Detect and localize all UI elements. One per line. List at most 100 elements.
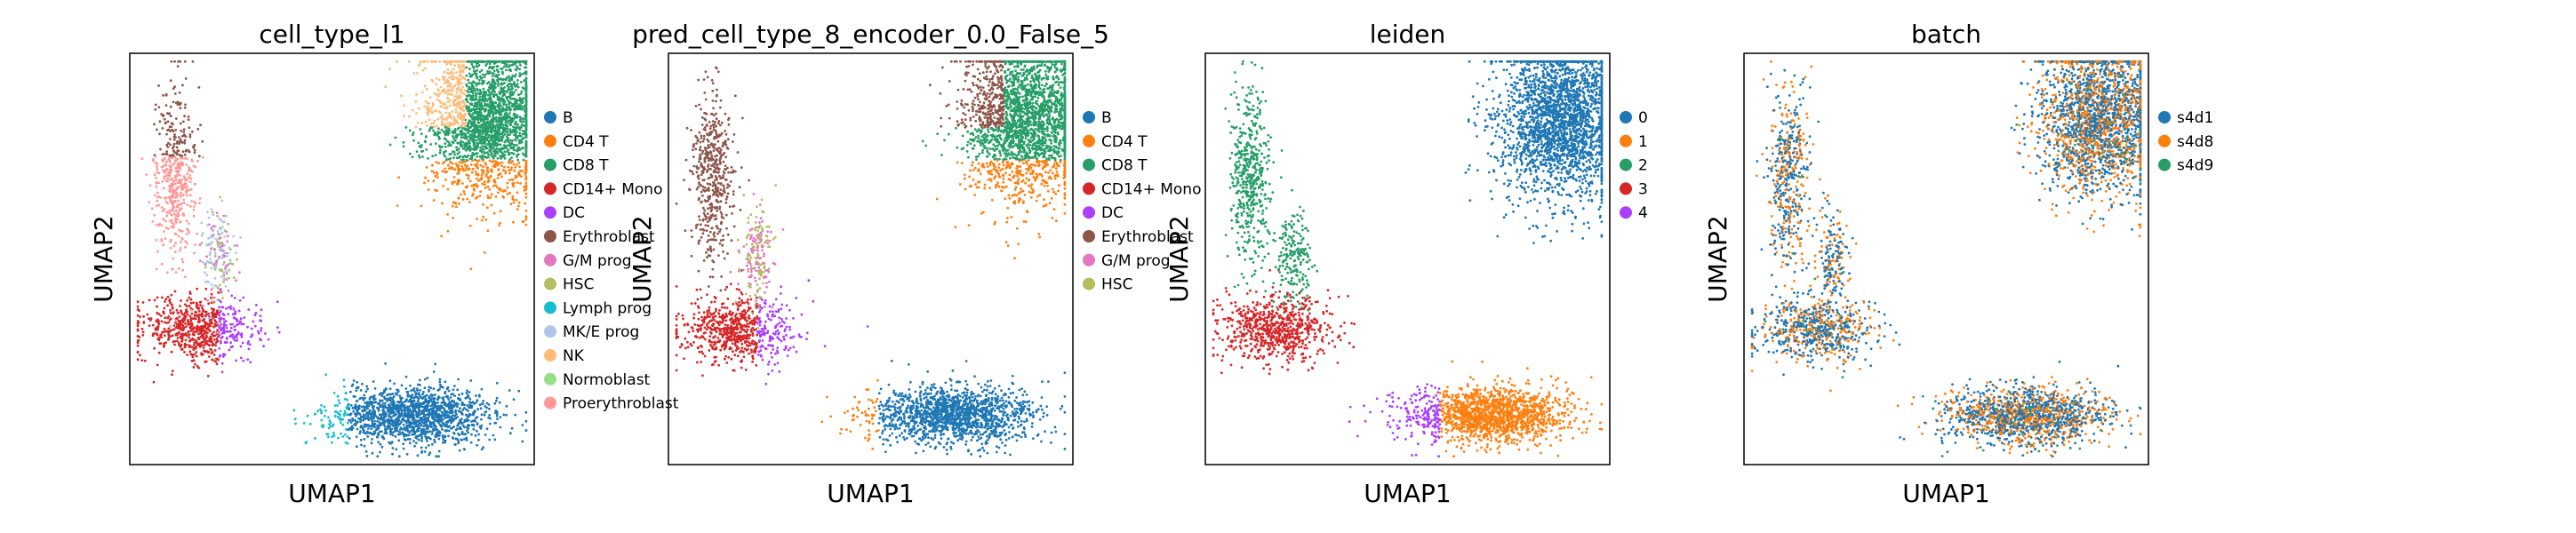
scatter-point bbox=[441, 91, 444, 93]
scatter-point bbox=[422, 406, 426, 409]
scatter-point bbox=[428, 386, 431, 389]
scatter-point bbox=[447, 429, 451, 433]
scatter-point bbox=[483, 413, 486, 417]
scatter-point bbox=[511, 97, 515, 100]
scatter-point bbox=[517, 389, 521, 393]
scatter-point bbox=[486, 176, 490, 179]
scatter-point bbox=[443, 102, 446, 105]
scatter-point bbox=[510, 87, 514, 91]
scatter-point bbox=[357, 412, 361, 415]
scatter-point bbox=[189, 187, 193, 191]
scatter-point bbox=[212, 309, 215, 313]
scatter-point bbox=[490, 66, 492, 68]
scatter-point bbox=[452, 437, 455, 440]
scatter-point bbox=[162, 94, 165, 97]
scatter-point bbox=[438, 434, 441, 437]
scatter-point bbox=[493, 91, 496, 93]
scatter-point bbox=[192, 205, 196, 208]
scatter-point bbox=[306, 414, 309, 418]
scatter-point bbox=[449, 122, 452, 124]
scatter-point bbox=[180, 236, 184, 240]
scatter-point bbox=[221, 312, 225, 315]
scatter-point bbox=[524, 410, 528, 414]
scatter-point bbox=[452, 76, 455, 79]
scatter-point bbox=[502, 413, 506, 417]
scatter-point bbox=[356, 420, 358, 424]
scatter-point bbox=[452, 134, 454, 138]
scatter-point bbox=[377, 409, 380, 412]
scatter-point bbox=[502, 144, 506, 147]
scatter-point bbox=[171, 221, 173, 225]
scatter-point bbox=[466, 389, 468, 393]
scatter-point bbox=[337, 412, 340, 416]
scatter-point bbox=[374, 401, 378, 404]
scatter-point bbox=[446, 100, 450, 104]
scatter-point bbox=[503, 112, 507, 115]
scatter-point bbox=[481, 123, 484, 126]
scatter-point bbox=[457, 86, 460, 90]
scatter-point bbox=[474, 171, 477, 173]
scatter-point bbox=[492, 62, 496, 65]
scatter-point bbox=[177, 235, 180, 238]
scatter-point bbox=[159, 314, 163, 317]
scatter-point bbox=[180, 309, 183, 313]
scatter-point bbox=[476, 104, 479, 107]
scatter-point bbox=[476, 68, 478, 72]
scatter-point bbox=[204, 314, 207, 318]
scatter-point bbox=[420, 91, 424, 94]
scatter-point bbox=[467, 174, 470, 178]
scatter-point bbox=[188, 333, 191, 336]
scatter-point bbox=[464, 155, 468, 159]
scatter-point bbox=[497, 173, 500, 177]
scatter-point bbox=[471, 159, 474, 163]
scatter-point bbox=[180, 203, 182, 206]
scatter-point bbox=[188, 194, 192, 197]
scatter-point bbox=[471, 192, 475, 195]
scatter-point bbox=[459, 102, 461, 106]
scatter-point bbox=[188, 314, 192, 318]
scatter-point bbox=[472, 419, 475, 422]
scatter-point bbox=[461, 155, 465, 159]
scatter-point bbox=[428, 411, 431, 415]
scatter-point bbox=[236, 323, 238, 327]
scatter-point bbox=[521, 60, 524, 63]
scatter-point bbox=[338, 402, 341, 405]
scatter-point bbox=[488, 71, 492, 74]
scatter-point bbox=[514, 68, 517, 71]
scatter-point bbox=[434, 131, 437, 135]
scatter-point bbox=[199, 314, 203, 316]
scatter-point bbox=[136, 328, 140, 331]
scatter-point bbox=[460, 392, 464, 395]
scatter-point bbox=[220, 362, 224, 365]
scatter-point bbox=[512, 198, 516, 202]
scatter-point bbox=[387, 421, 390, 425]
scatter-point bbox=[472, 412, 476, 416]
scatter-point bbox=[423, 67, 427, 70]
scatter-point bbox=[240, 334, 243, 337]
scatter-point bbox=[480, 68, 484, 72]
scatter-point bbox=[511, 179, 515, 181]
scatter-point bbox=[184, 333, 188, 337]
scatter-point bbox=[512, 152, 516, 155]
scatter-point bbox=[522, 120, 525, 123]
scatter-point bbox=[440, 425, 443, 428]
scatter-point bbox=[437, 78, 441, 82]
scatter-point bbox=[474, 163, 476, 166]
scatter-point bbox=[516, 175, 518, 179]
scatter-point bbox=[458, 94, 461, 97]
scatter-point bbox=[186, 319, 189, 322]
scatter-point bbox=[238, 298, 242, 302]
scatter-point bbox=[333, 415, 337, 418]
scatter-point bbox=[497, 168, 500, 171]
scatter-point bbox=[440, 128, 444, 131]
scatter-point bbox=[471, 151, 475, 155]
scatter-point bbox=[196, 287, 199, 290]
scatter-point bbox=[469, 379, 473, 382]
scatter-point bbox=[486, 72, 489, 75]
scatter-point bbox=[511, 74, 515, 77]
scatter-point bbox=[505, 65, 508, 68]
scatter-point bbox=[512, 220, 515, 224]
scatter-point bbox=[491, 84, 494, 87]
scatter-point bbox=[524, 66, 528, 69]
